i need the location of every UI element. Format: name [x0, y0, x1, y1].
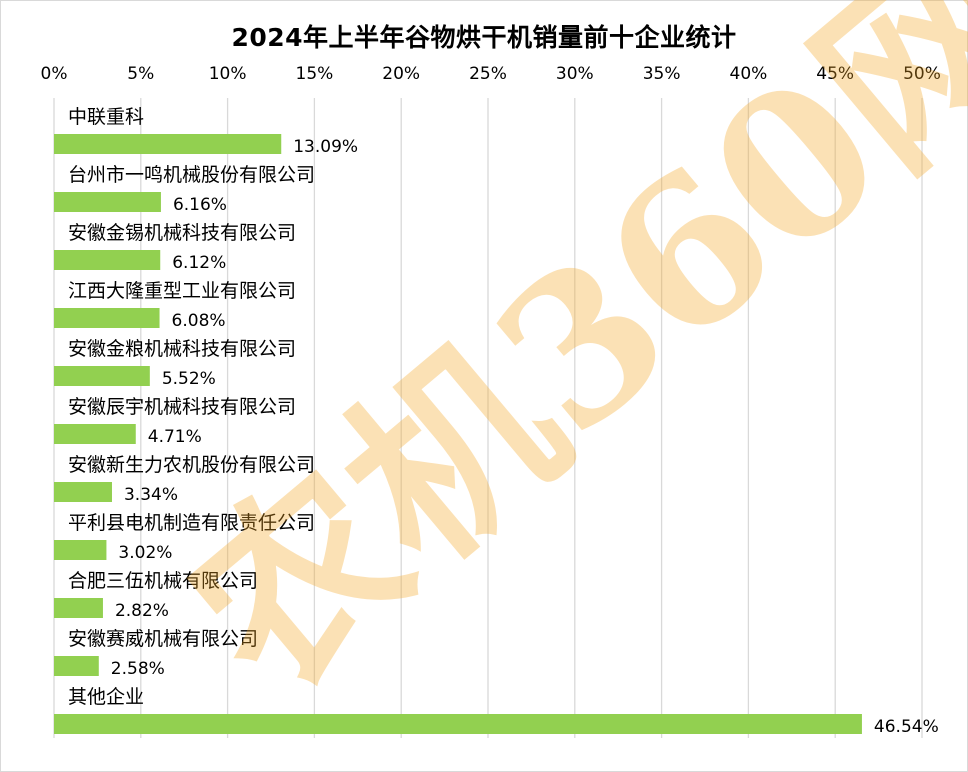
x-tick-label: 45% [816, 64, 854, 84]
bar [54, 656, 99, 676]
bar [54, 424, 136, 444]
category-label: 安徽辰宇机械科技有限公司 [68, 396, 296, 418]
x-tick-label: 40% [730, 64, 768, 84]
x-tick-label: 25% [469, 64, 507, 84]
category-label: 合肥三伍机械有限公司 [68, 570, 258, 592]
category-label: 安徽金锡机械科技有限公司 [68, 222, 296, 244]
bar [54, 250, 161, 270]
value-labels: 13.09% 6.16% 6.12% 6.08% 5.52% 4.71% 3.34% 3.02… [111, 137, 939, 737]
bar [54, 482, 112, 502]
category-label: 其他企业 [68, 686, 144, 708]
x-tick-label: 35% [643, 64, 681, 84]
bar [54, 540, 107, 560]
value-label: 46.54% [874, 717, 939, 737]
category-label: 安徽赛威机械有限公司 [68, 628, 258, 650]
bar [54, 714, 862, 734]
value-label: 2.58% [111, 659, 165, 679]
category-label: 台州市一鸣机械股份有限公司 [68, 164, 315, 186]
category-label: 安徽金粮机械科技有限公司 [68, 338, 296, 360]
value-label: 6.16% [173, 195, 227, 215]
category-label: 平利县电机制造有限责任公司 [68, 512, 315, 534]
value-label: 3.34% [124, 485, 178, 505]
bars [54, 134, 862, 734]
value-label: 4.71% [148, 427, 202, 447]
bar [54, 192, 161, 212]
category-label: 中联重科 [68, 106, 144, 128]
x-axis-tick-labels: 0% 5% 10% 15% 20% 25% 30% 35% 40% 45% 50% [41, 64, 941, 84]
x-tick-label: 5% [127, 64, 154, 84]
value-label: 6.08% [172, 311, 226, 331]
x-tick-label: 10% [209, 64, 247, 84]
category-labels: 中联重科台州市一鸣机械股份有限公司安徽金锡机械科技有限公司江西大隆重型工业有限公… [68, 106, 315, 708]
gridlines [53, 98, 923, 738]
x-tick-label: 20% [382, 64, 420, 84]
value-label: 6.12% [172, 253, 226, 273]
value-label: 3.02% [118, 543, 172, 563]
bar [54, 308, 160, 328]
value-label: 13.09% [293, 137, 358, 157]
bar [54, 366, 150, 386]
x-tick-label: 30% [556, 64, 594, 84]
x-tick-label: 15% [296, 64, 334, 84]
category-label: 江西大隆重型工业有限公司 [68, 280, 296, 302]
x-tick-label: 0% [41, 64, 68, 84]
value-label: 5.52% [162, 369, 216, 389]
bar [54, 598, 103, 618]
bar [54, 134, 282, 154]
value-label: 2.82% [115, 601, 169, 621]
category-label: 安徽新生力农机股份有限公司 [68, 454, 315, 476]
chart-title: 2024年上半年谷物烘干机销量前十企业统计 [231, 23, 737, 52]
x-tick-label: 50% [903, 64, 941, 84]
